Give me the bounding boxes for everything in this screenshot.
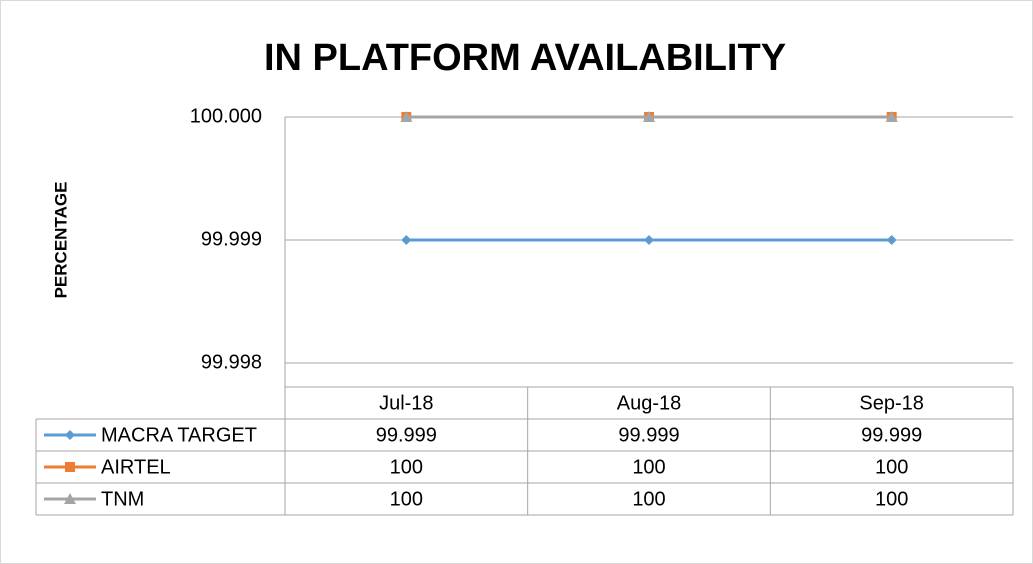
marker [643, 111, 655, 122]
x-tick-label: Jul-18 [379, 392, 433, 414]
legend-label: AIRTEL [101, 456, 171, 478]
table-value: 100 [632, 488, 665, 510]
table-value: 100 [390, 456, 423, 478]
table-value: 100 [390, 488, 423, 510]
marker [401, 235, 412, 245]
y-tick-label: 99.999 [201, 228, 262, 250]
marker [400, 111, 413, 122]
table-value: 99.999 [618, 424, 679, 446]
y-tick-label: 100.000 [190, 105, 262, 127]
marker [644, 235, 654, 245]
legend-marker [64, 493, 76, 504]
legend-marker [65, 430, 75, 440]
table-value: 100 [875, 456, 908, 478]
y-axis-label: PERCENTAGE [51, 182, 70, 299]
legend-label: MACRA TARGET [101, 424, 257, 446]
y-tick-label: 99.998 [201, 351, 262, 373]
table-value: 100 [632, 456, 665, 478]
table-value: 100 [875, 488, 908, 510]
table-value: 99.999 [861, 424, 922, 446]
table-value: 99.999 [376, 424, 437, 446]
chart-title: IN PLATFORM AVAILABILITY [264, 37, 786, 79]
marker [885, 111, 898, 122]
legend-label: TNM [101, 488, 144, 510]
x-tick-label: Aug-18 [617, 392, 682, 414]
marker [886, 235, 897, 245]
x-tick-label: Sep-18 [859, 392, 924, 414]
legend-marker [65, 462, 75, 472]
